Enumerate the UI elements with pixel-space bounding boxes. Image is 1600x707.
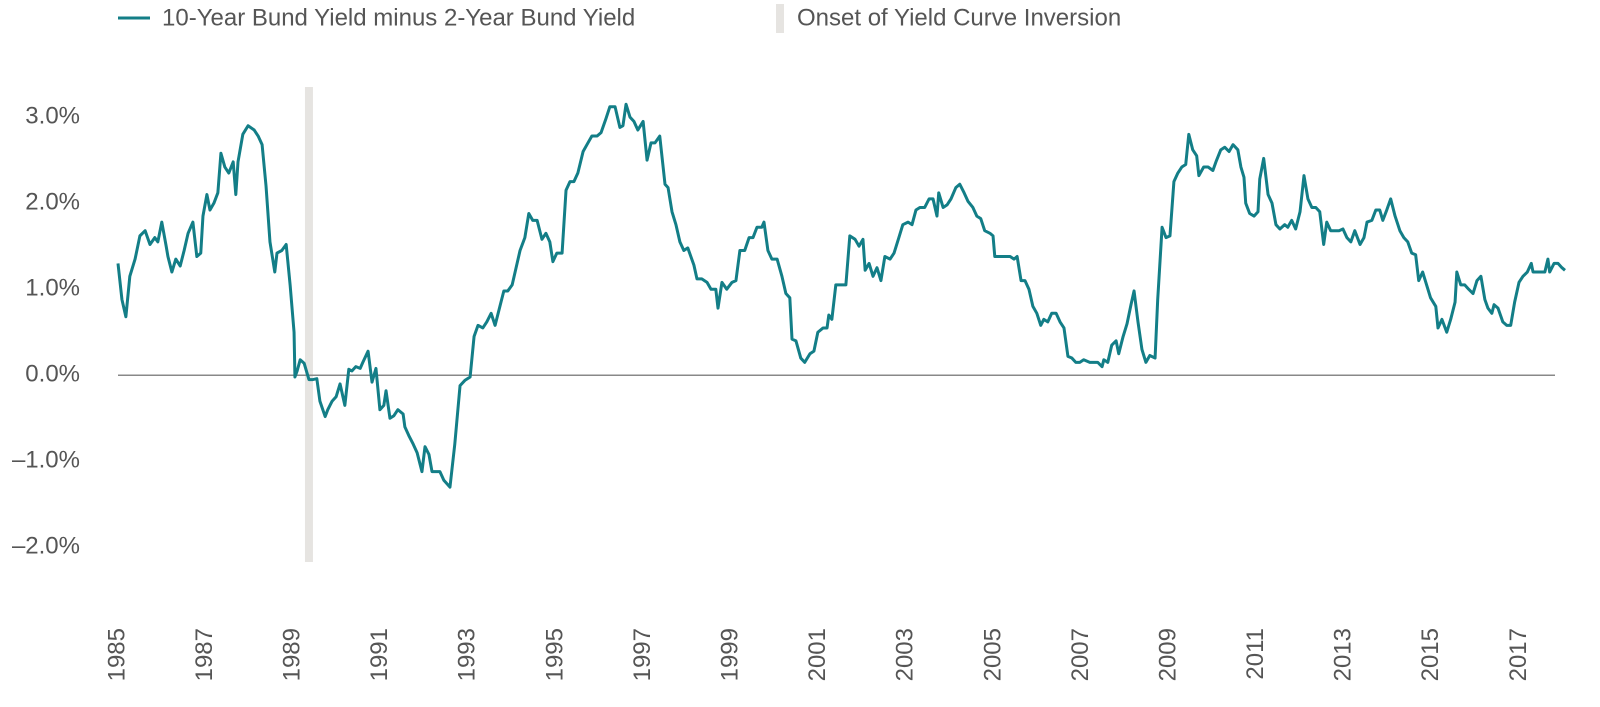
x-tick-label: 1999	[716, 628, 743, 681]
y-tick-label: 3.0%	[25, 102, 80, 129]
x-tick-label: 2007	[1067, 628, 1094, 681]
x-tick-label: 1995	[541, 628, 568, 681]
legend-swatch	[776, 4, 784, 33]
x-tick-label: 2003	[892, 628, 919, 681]
series-line	[116, 102, 1566, 489]
x-tick-label: 1989	[279, 628, 306, 681]
legend-label: 10-Year Bund Yield minus 2-Year Bund Yie…	[162, 4, 635, 31]
legend-label: Onset of Yield Curve Inversion	[797, 4, 1121, 31]
y-tick-label: –2.0%	[12, 533, 80, 560]
x-tick-label: 2017	[1505, 628, 1532, 681]
y-tick-label: 0.0%	[25, 361, 80, 388]
y-tick-label: 1.0%	[25, 275, 80, 302]
y-tick-label: 2.0%	[25, 189, 80, 216]
inversion-band	[304, 87, 313, 562]
x-tick-label: 2011	[1242, 628, 1269, 680]
x-tick-label: 1987	[191, 628, 218, 681]
x-tick-label: 2005	[979, 628, 1006, 681]
x-tick-label: 1997	[629, 628, 656, 681]
x-tick-label: 2001	[804, 628, 831, 681]
x-tick-label: 1991	[366, 628, 393, 681]
y-tick-label: –1.0%	[12, 447, 80, 474]
x-tick-label: 1993	[454, 628, 481, 681]
x-tick-label: 2009	[1154, 628, 1181, 681]
x-tick-label: 2015	[1417, 628, 1444, 681]
x-tick-label: 1985	[103, 628, 130, 681]
x-tick-label: 2013	[1330, 628, 1357, 681]
